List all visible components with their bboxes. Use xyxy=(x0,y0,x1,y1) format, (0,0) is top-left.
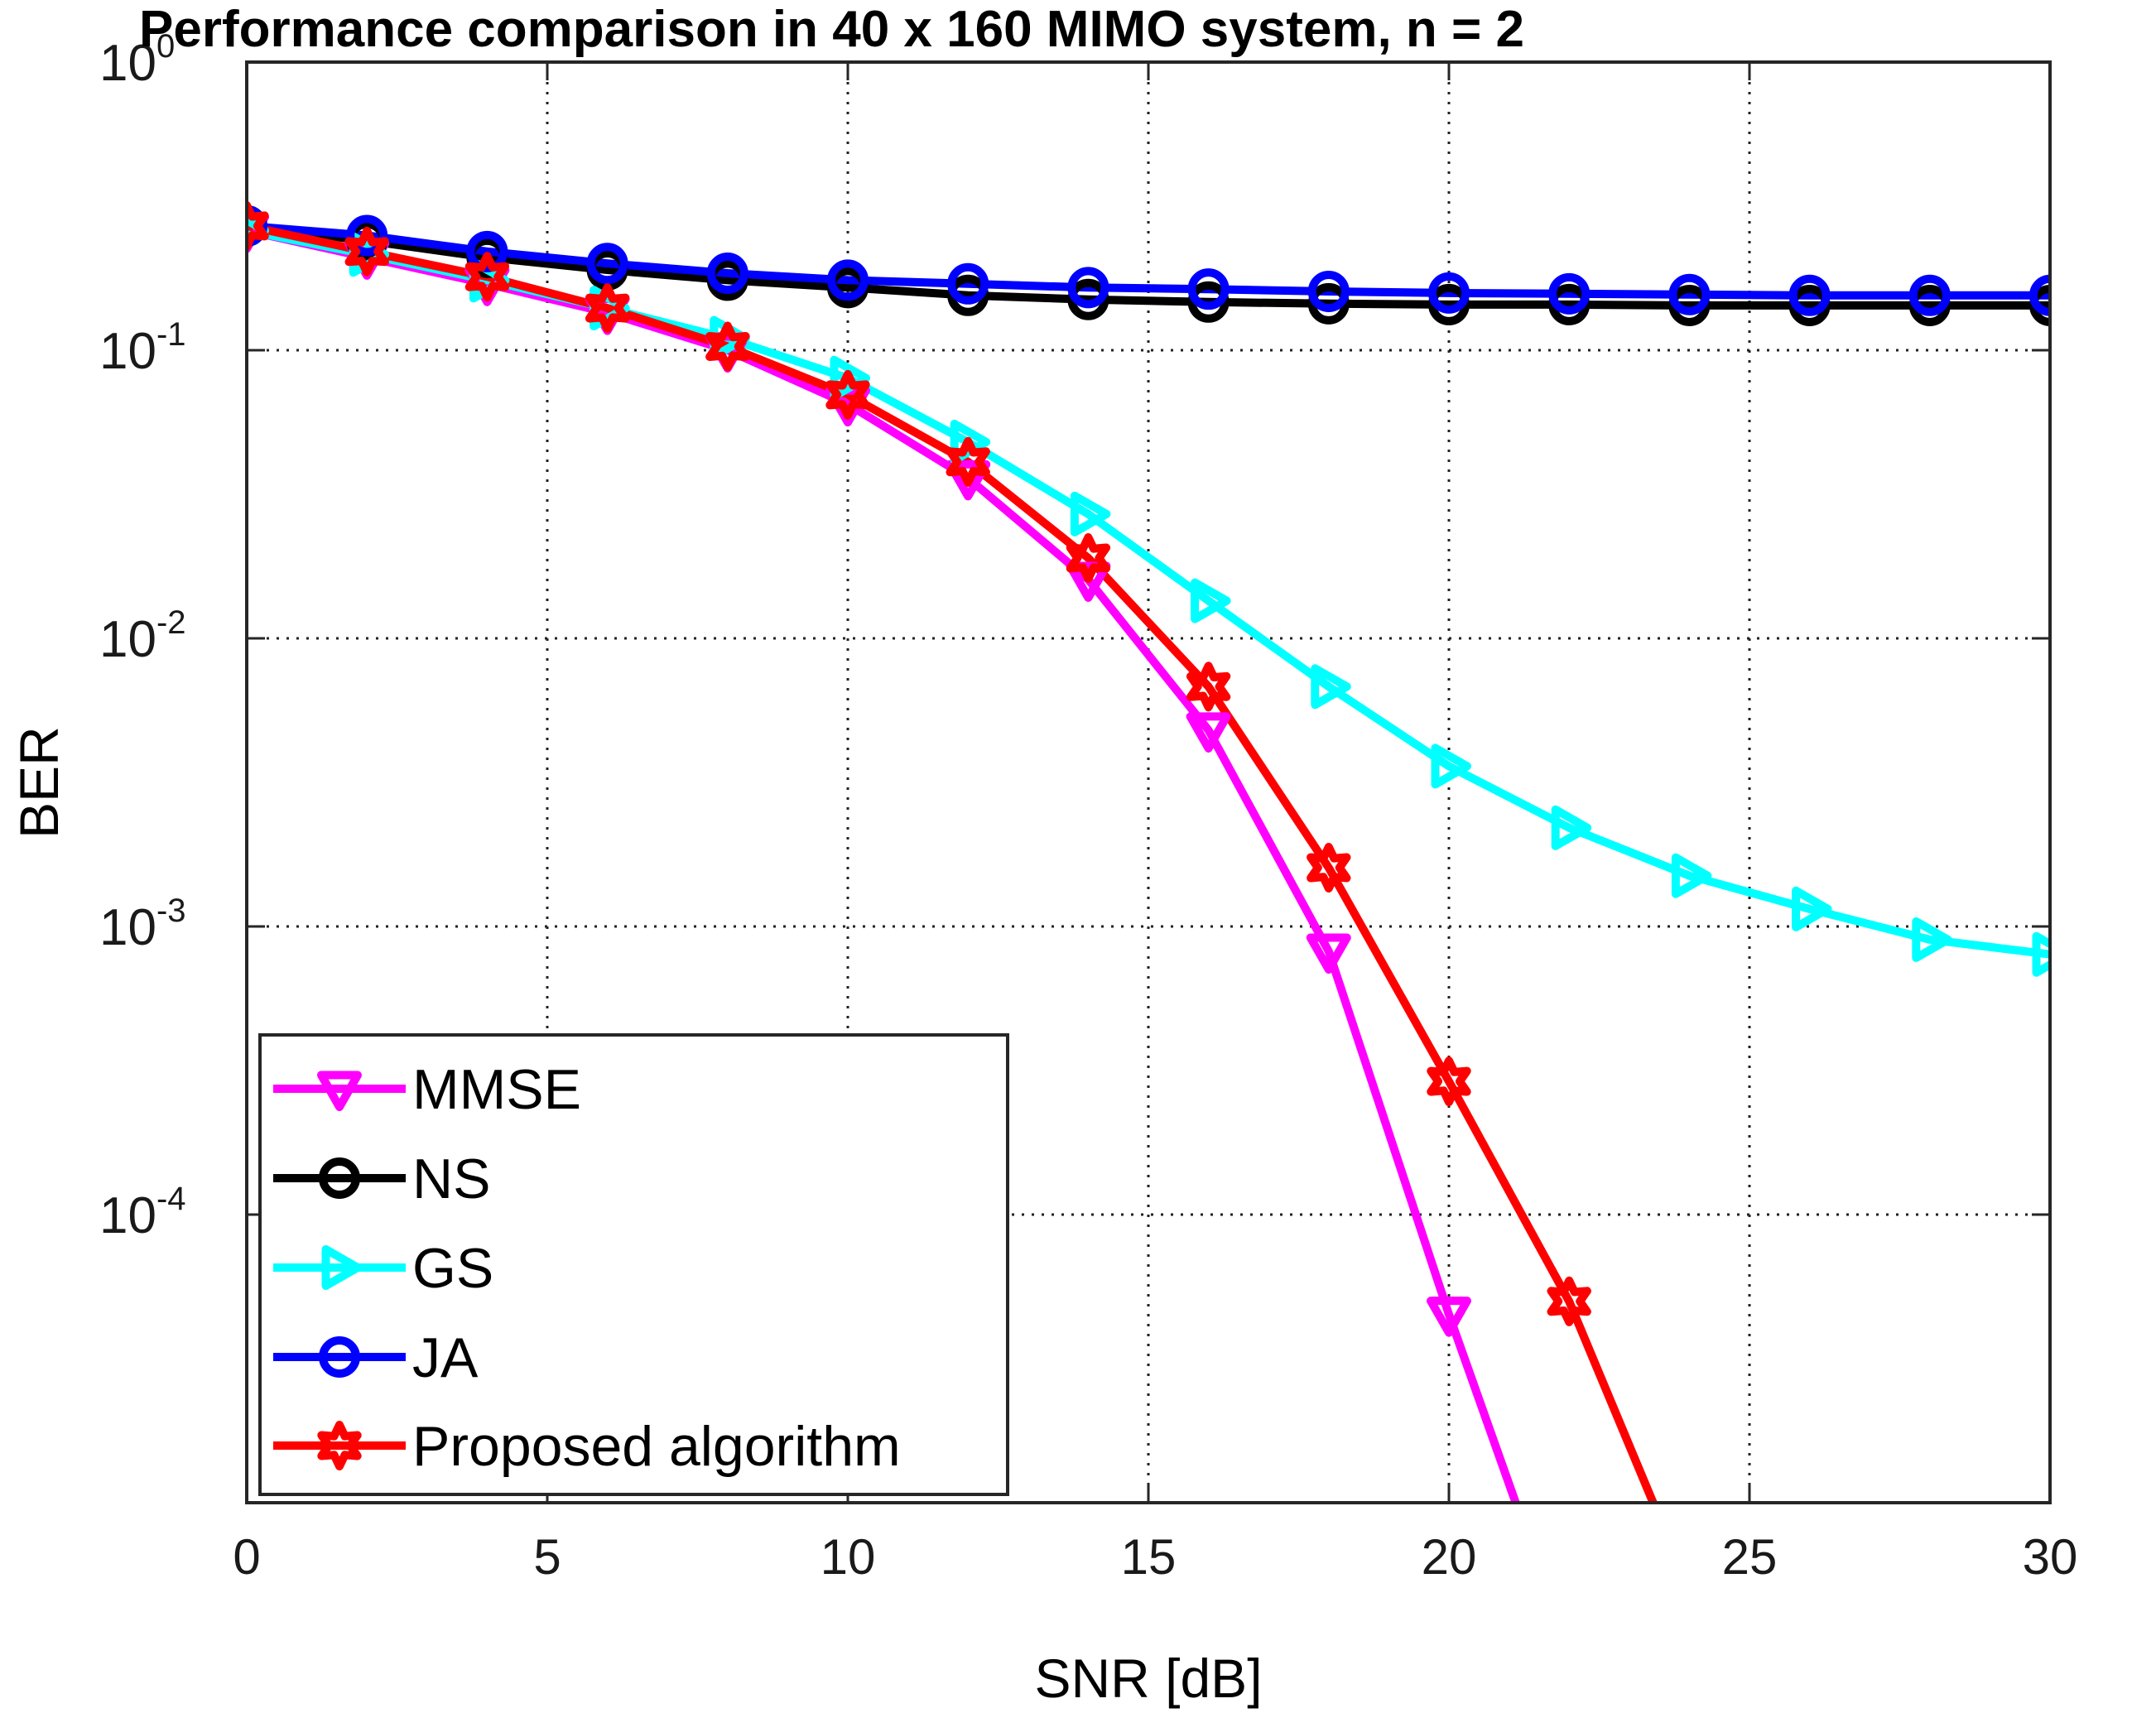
legend-marker xyxy=(319,1336,360,1378)
data-point-ja xyxy=(346,214,388,257)
data-point-ja xyxy=(586,243,628,285)
data-point-gs xyxy=(1551,805,1592,850)
data-point-proposed-algorithm xyxy=(1547,1276,1591,1326)
series-line-ja xyxy=(247,221,2050,300)
chart-title: Performance comparison in 40 x 160 MIMO … xyxy=(139,1,1524,58)
data-point-proposed-algorithm xyxy=(1186,662,1231,712)
data-point-gs xyxy=(1070,491,1111,537)
data-point-mmse xyxy=(946,460,991,501)
legend-label: NS xyxy=(412,1148,490,1210)
data-point-ja xyxy=(947,262,989,305)
data-point-gs xyxy=(1792,886,1832,931)
data-point-ja xyxy=(1788,274,1831,316)
data-point-proposed-algorithm xyxy=(1307,843,1351,893)
x-axis-label: SNR [dB] xyxy=(1034,1648,1262,1709)
data-point-gs xyxy=(1311,664,1351,710)
data-point-gs xyxy=(1671,853,1712,898)
data-point-proposed-algorithm xyxy=(1672,1569,1707,1610)
series-line-ns xyxy=(247,221,2050,310)
x-tick-label: 30 xyxy=(2023,1529,2078,1585)
data-point-ja xyxy=(1428,272,1470,314)
x-tick-label: 0 xyxy=(233,1529,260,1585)
data-point-ja xyxy=(827,259,869,301)
y-tick-label: 10-4 xyxy=(99,1181,186,1244)
legend-label: GS xyxy=(412,1237,493,1300)
data-point-ja xyxy=(2029,274,2050,316)
y-tick-label: 10-2 xyxy=(99,604,186,668)
data-point-proposed-algorithm xyxy=(705,321,750,372)
data-point-proposed-algorithm xyxy=(344,226,389,277)
legend-label: Proposed algorithm xyxy=(412,1415,901,1478)
data-point-proposed-algorithm xyxy=(825,369,870,420)
data-point-gs xyxy=(2032,931,2050,977)
data-point-proposed-algorithm xyxy=(946,436,990,487)
data-point-ja xyxy=(1187,268,1230,310)
data-point-proposed-algorithm xyxy=(1066,533,1111,583)
x-tick-label: 5 xyxy=(533,1529,561,1585)
data-point-proposed-algorithm xyxy=(247,200,269,251)
data-point-mmse xyxy=(1306,933,1351,974)
y-tick-label: 100 xyxy=(99,28,175,92)
y-axis-label: BER xyxy=(8,726,70,839)
data-point-proposed-algorithm xyxy=(585,283,630,334)
data-point-mmse xyxy=(1551,1639,1587,1672)
data-point-gs xyxy=(1431,743,1471,789)
data-point-mmse xyxy=(1186,712,1231,753)
data-point-mmse xyxy=(1427,1297,1471,1337)
y-tick-label: 10-1 xyxy=(99,316,186,380)
data-point-ja xyxy=(1307,270,1350,312)
x-ticks: 0 5 10 15 20 25 30 xyxy=(233,62,2077,1585)
data-point-ja xyxy=(1668,273,1711,315)
data-point-ja xyxy=(706,253,748,295)
x-tick-label: 20 xyxy=(1422,1529,1477,1585)
data-point-ja xyxy=(247,205,267,247)
y-tick-label: 10-3 xyxy=(99,893,186,956)
legend: MMSE NS GS JA Proposed algorithm xyxy=(258,1033,1009,1496)
x-tick-label: 25 xyxy=(1722,1529,1778,1585)
legend-label: MMSE xyxy=(412,1058,581,1121)
legend-marker xyxy=(319,1157,360,1199)
data-point-gs xyxy=(1912,917,1952,962)
data-point-ns xyxy=(1187,281,1230,323)
legend-label: JA xyxy=(412,1326,479,1389)
legend-marker xyxy=(321,1245,362,1290)
data-point-proposed-algorithm xyxy=(464,252,510,302)
data-point-ja xyxy=(466,230,508,272)
marker-layer xyxy=(247,200,2050,1672)
data-point-mmse xyxy=(1066,561,1111,602)
x-tick-label: 10 xyxy=(821,1529,876,1585)
data-point-proposed-algorithm xyxy=(1427,1056,1471,1107)
data-point-gs xyxy=(1191,578,1231,623)
series-line-gs xyxy=(247,226,2050,959)
x-tick-label: 15 xyxy=(1121,1529,1177,1585)
data-point-ja xyxy=(1548,272,1591,315)
legend-marker xyxy=(317,1071,362,1111)
data-point-ja xyxy=(1908,274,1951,316)
data-point-ja xyxy=(1067,267,1109,309)
legend-marker xyxy=(317,1421,362,1470)
